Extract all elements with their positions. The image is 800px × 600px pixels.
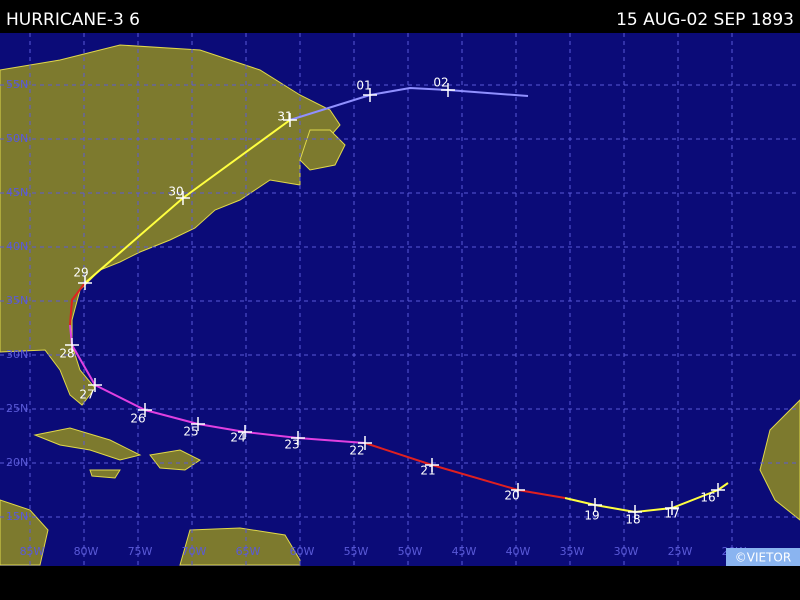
day-marker: [88, 378, 102, 392]
day-label: 25: [183, 425, 198, 439]
central-america: [0, 499, 49, 566]
latitude-label: 40N: [6, 240, 28, 253]
day-marker: [425, 458, 439, 472]
track-segment: [364, 442, 566, 499]
latitude-label: 20N: [6, 456, 28, 469]
day-label: 17: [664, 507, 679, 521]
day-label: 24: [230, 431, 245, 445]
longitude-label: 45W: [452, 545, 477, 558]
longitude-label: 50W: [398, 545, 423, 558]
day-label: 19: [584, 509, 599, 523]
day-marker: [358, 436, 372, 450]
day-label: 31: [277, 110, 292, 124]
longitude-label: 25W: [668, 545, 693, 558]
longitude-label: 35W: [560, 545, 585, 558]
longitude-label: 85W: [20, 545, 45, 558]
longitude-label: 65W: [236, 545, 261, 558]
track-segment: [564, 482, 729, 514]
track-segment: [289, 86, 529, 121]
africa: [759, 399, 800, 521]
day-label: 21: [420, 464, 435, 478]
land: [0, 44, 800, 566]
day-label: 26: [130, 412, 145, 426]
day-marker: [78, 276, 92, 290]
newfoundland: [299, 129, 346, 171]
latitude-label: 25N: [6, 402, 28, 415]
day-marker: [176, 191, 190, 205]
day-marker: [283, 113, 297, 127]
day-marker: [363, 88, 377, 102]
cuba: [33, 427, 142, 461]
day-marker: [191, 417, 205, 431]
north-america: [0, 44, 341, 406]
day-label: 16: [700, 491, 715, 505]
longitude-label: 40W: [506, 545, 531, 558]
graticule: 85W 80W 75W 70W 65W 60W 55W 50W 45W 40W 35W 30W 25W 2…: [0, 33, 800, 566]
day-marker: [628, 505, 642, 519]
latitude-label: 35N: [6, 294, 28, 307]
credit-box: [726, 548, 800, 566]
latitude-label: 15N: [6, 510, 28, 523]
day-label: 27: [79, 388, 94, 402]
date-range: 15 AUG-02 SEP 1893: [616, 10, 794, 30]
track-segment: [69, 282, 86, 326]
day-label: 23: [284, 438, 299, 452]
storm-title: HURRICANE-3 6: [6, 10, 140, 30]
credit: ©VIETOR: [735, 551, 791, 565]
day-marker: [588, 498, 602, 512]
longitude-label: 75W: [128, 545, 153, 558]
day-marker: [711, 483, 725, 497]
day-label: 30: [168, 185, 183, 199]
day-label: 02: [433, 76, 448, 90]
longitude-label: 60W: [290, 545, 315, 558]
day-label: 18: [625, 513, 640, 527]
jamaica: [89, 469, 121, 479]
longitude-label: 70W: [182, 545, 207, 558]
latitude-label: 45N: [6, 186, 28, 199]
day-label: 01: [356, 79, 371, 93]
longitude-label: 30W: [614, 545, 639, 558]
day-marker: [441, 83, 455, 97]
day-marker: [238, 425, 252, 439]
day-marker: [665, 501, 679, 515]
latitude-label: 55N: [6, 78, 28, 91]
header-bar: [0, 0, 800, 33]
day-label: 22: [349, 444, 364, 458]
day-markers: 16 17 18 19 20 21 22 23 24 25 26 27 28 29 30 31 01 02: [59, 76, 725, 527]
day-marker: [138, 403, 152, 417]
day-marker: [511, 483, 525, 497]
day-label: 20: [504, 489, 519, 503]
day-label: 29: [73, 266, 88, 280]
day-label: 28: [59, 347, 74, 361]
day-marker: [65, 338, 79, 352]
latitude-label: 50N: [6, 132, 28, 145]
day-marker: [291, 431, 305, 445]
track-segment: [69, 324, 366, 444]
longitude-label: 55W: [344, 545, 369, 558]
latitude-label: 30N: [6, 348, 28, 361]
longitude-label: 80W: [74, 545, 99, 558]
